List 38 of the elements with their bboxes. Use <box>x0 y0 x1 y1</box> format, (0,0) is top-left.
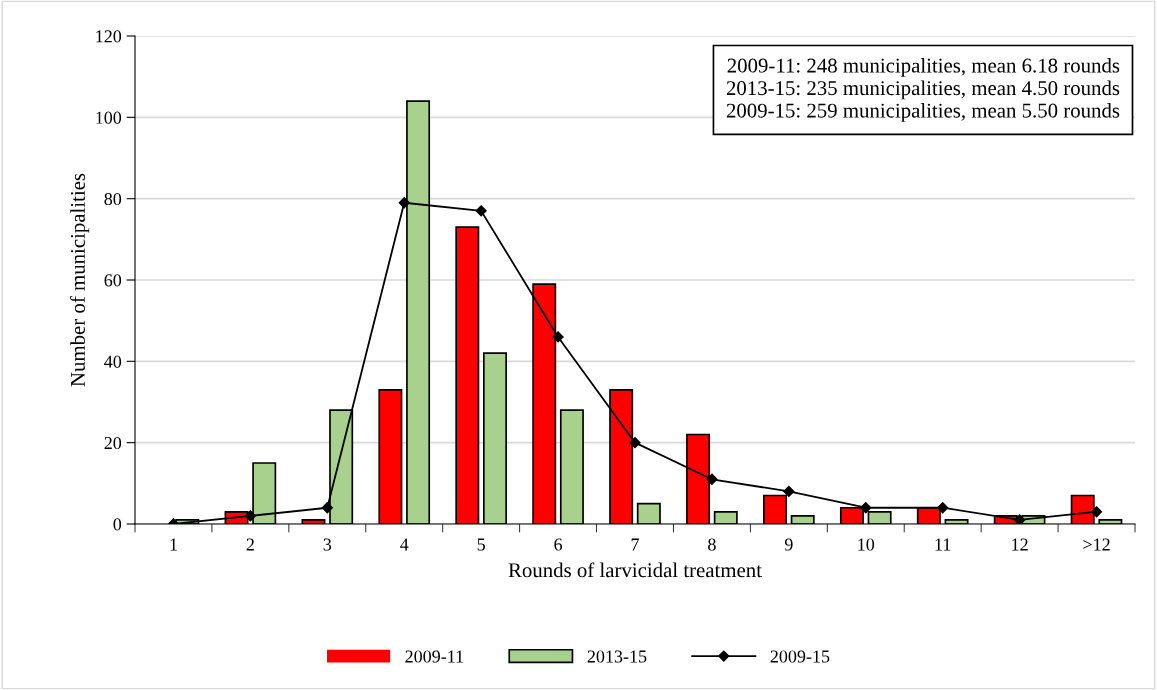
point <box>860 502 872 514</box>
x-tick-label: >12 <box>1083 538 1110 551</box>
point <box>629 437 641 449</box>
x-tick-label: 10 <box>858 538 875 551</box>
x-tick-label: 12 <box>1012 538 1028 551</box>
x-axis-title: Rounds of larvicidal treatment <box>508 562 762 578</box>
point <box>937 502 949 514</box>
point <box>783 485 795 498</box>
annotation: 2009-11: 248 municipalities, mean 6.18 rounds 2013-15: 235 municipalities, mean 4.50 rounds 2009-15: 259 municipalities, mean 5.50 rounds <box>726 57 1120 122</box>
y-tick-label: 120 <box>96 30 122 43</box>
y-axis-title: Number of municipalities <box>70 173 90 387</box>
point <box>244 510 256 522</box>
x-tick-label: 5 <box>477 538 485 551</box>
x-tick-label: 1 <box>170 538 177 551</box>
y-tick-label: 20 <box>104 436 122 450</box>
x-tick-label: 3 <box>323 538 332 551</box>
legend-label: 2009-15 <box>770 650 830 663</box>
point <box>1014 514 1026 524</box>
x-tick-label: 11 <box>935 538 951 551</box>
x-tick-label: 7 <box>631 538 639 551</box>
point <box>1090 506 1103 518</box>
legend-label: 2009-11 <box>405 650 464 663</box>
x-tick-label: 8 <box>708 538 716 551</box>
y-tick-label: 100 <box>96 111 122 124</box>
x-tick-label: 2 <box>246 538 254 551</box>
point <box>321 502 333 514</box>
point <box>475 205 487 217</box>
point <box>552 331 564 343</box>
y-tick-label: 60 <box>104 274 122 287</box>
y-tick-label: 40 <box>104 355 122 368</box>
point <box>398 197 410 209</box>
legend-label: 2013-15 <box>587 650 647 663</box>
x-tick-label: 9 <box>784 538 793 551</box>
x-tick-label: 6 <box>554 538 563 551</box>
point <box>706 473 718 485</box>
y-tick-label: 80 <box>104 192 122 206</box>
x-tick-label: 4 <box>400 538 409 551</box>
y-tick-label: 0 <box>113 518 122 531</box>
